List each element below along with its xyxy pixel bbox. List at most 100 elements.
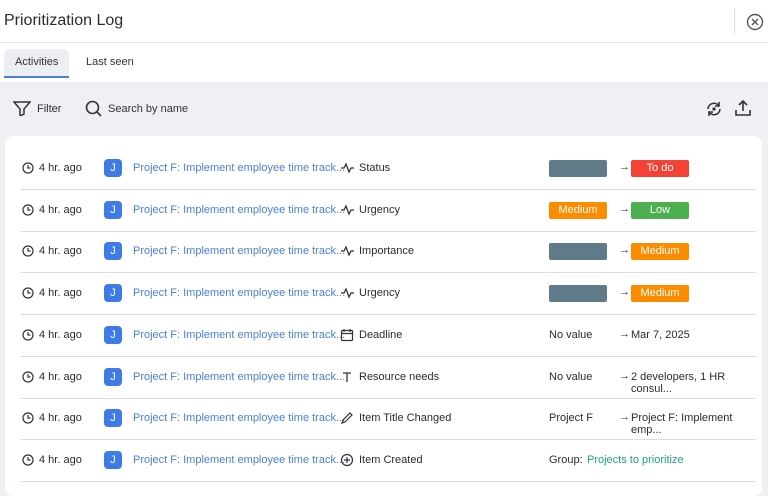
item-link[interactable]: Project F: Implement employee time track… (133, 328, 346, 341)
field-name: Importance (359, 245, 415, 258)
value-text: 2 developers, 1 HR consul... (631, 370, 726, 395)
activity-row: 4 hr. ago J Project F: Implement employee … (21, 315, 756, 357)
field-icon-glyph (341, 412, 353, 425)
export-button[interactable] (734, 99, 752, 117)
value-text: No value (549, 328, 593, 341)
status-badge: Medium (631, 285, 689, 303)
activity-row: 4 hr. ago J Project F: Implement employee … (21, 273, 756, 316)
clock-icon (22, 454, 34, 469)
avatar: J (104, 159, 122, 177)
field-name: Item Created (359, 453, 423, 466)
search-icon[interactable] (85, 100, 103, 118)
item-link[interactable]: Project F: Implement employee time track… (133, 412, 346, 425)
clock-icon (22, 370, 34, 386)
close-button[interactable] (746, 13, 764, 31)
field-name: Urgency (359, 287, 400, 300)
arrow: → (619, 411, 630, 424)
field-icon-glyph (341, 204, 354, 216)
avatar: J (104, 284, 122, 303)
value-text: Project F: Implement emp... (631, 412, 733, 437)
clock-icon-glyph (22, 370, 34, 383)
item-link[interactable]: Project F: Implement employee time track… (133, 245, 346, 258)
clock-icon-glyph (22, 245, 34, 257)
activity-row: 4 hr. ago J Project F: Implement employee … (21, 148, 756, 190)
field-icon-glyph (341, 245, 354, 258)
field-icon-glyph (343, 371, 351, 382)
clock-icon-glyph (22, 287, 34, 299)
avatar: J (104, 200, 122, 219)
value-text: Project F (549, 412, 594, 425)
activity-row: 4 hr. ago J Project F: Implement employee … (21, 440, 756, 482)
field-icon-glyph (341, 162, 354, 174)
time-ago: 4 hr. ago (39, 287, 82, 300)
item-link[interactable]: Project F: Implement employee time track… (133, 287, 346, 300)
tab-bar: Activities Last seen (0, 43, 768, 82)
item-link[interactable]: Project F: Implement employee time track… (133, 370, 346, 383)
clock-icon (22, 162, 34, 177)
item-link[interactable]: Project F: Implement employee time track… (133, 162, 346, 174)
arrow: → (619, 202, 630, 215)
tab[interactable]: Activities (4, 49, 70, 78)
activity-row: 4 hr. ago J Project F: Implement employee … (21, 190, 756, 232)
clock-icon (22, 204, 34, 219)
arrow: → (619, 161, 630, 173)
avatar: J (104, 325, 122, 344)
status-badge: Medium (549, 201, 607, 219)
time-ago: 4 hr. ago (39, 412, 82, 425)
title: Prioritization Log (4, 12, 124, 29)
avatar: J (104, 242, 122, 261)
activity-list: 4 hr. ago J Project F: Implement employee … (5, 136, 762, 496)
filter-button[interactable]: Filter (37, 103, 62, 115)
field-icon-glyph (341, 287, 354, 299)
value-text: No value (549, 370, 593, 383)
clock-icon-glyph (22, 454, 34, 466)
clock-icon-glyph (22, 412, 34, 424)
time-ago: 4 hr. ago (39, 245, 82, 258)
clock-icon-glyph (22, 329, 34, 341)
search-input[interactable]: Search by name (108, 103, 189, 115)
clock-icon (22, 412, 34, 427)
time-ago: 4 hr. ago (39, 162, 82, 174)
clock-icon (22, 245, 34, 260)
field-icon (340, 411, 354, 428)
time-ago: 4 hr. ago (39, 328, 82, 341)
value-text: Mar 7, 2025 (631, 328, 690, 341)
status-badge: Medium (631, 243, 689, 261)
arrow: → (619, 244, 630, 257)
field-name: Status (359, 162, 391, 174)
time-ago: 4 hr. ago (39, 370, 82, 383)
item-link[interactable]: Project F: Implement employee time track… (133, 203, 346, 216)
group-link[interactable]: Projects to prioritize (587, 453, 684, 466)
status-badge: Low (631, 201, 689, 219)
field-name: Urgency (359, 203, 400, 216)
activity-row: 4 hr. ago J Project F: Implement employee … (21, 398, 756, 441)
activity-row: 4 hr. ago J Project F: Implement employee … (21, 357, 756, 399)
field-icon (340, 286, 354, 303)
item-link[interactable]: Project F: Implement employee time track… (133, 453, 346, 466)
refresh-button[interactable] (705, 100, 723, 118)
avatar: J (104, 450, 122, 469)
value-text: Group: (549, 453, 583, 466)
tab[interactable]: Last seen (86, 56, 134, 68)
time-ago: 4 hr. ago (39, 453, 82, 466)
field-icon-glyph (340, 328, 354, 341)
time-ago: 4 hr. ago (39, 203, 82, 216)
clock-icon-glyph (22, 162, 34, 174)
arrow: → (619, 286, 630, 299)
field-icon (340, 244, 354, 261)
divider (734, 8, 735, 34)
field-name: Deadline (359, 328, 403, 341)
avatar: J (104, 367, 122, 386)
arrow: → (619, 327, 630, 340)
status-badge (549, 285, 607, 303)
field-icon (340, 453, 354, 470)
field-name: Resource needs (359, 370, 440, 383)
status-badge (549, 243, 607, 261)
field-icon (340, 161, 354, 178)
field-name: Item Title Changed (359, 412, 452, 425)
clock-icon (22, 329, 34, 344)
filter-icon[interactable] (13, 100, 31, 116)
arrow: → (619, 369, 630, 382)
clock-icon (22, 287, 34, 302)
